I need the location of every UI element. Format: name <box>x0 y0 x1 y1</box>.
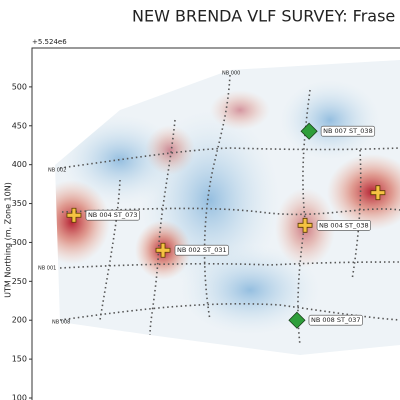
label-box <box>174 244 229 256</box>
chart-title: NEW BRENDA VLF SURVEY: Frase <box>132 7 395 26</box>
point-label: NB 004 ST_073 <box>88 211 138 219</box>
y-tick-label: 150 <box>12 355 27 364</box>
point <box>288 311 306 329</box>
svg-text:NB 002: NB 002 <box>48 168 66 174</box>
svg-text:NB 000: NB 000 <box>222 71 240 77</box>
point <box>370 185 386 201</box>
line-tags: NB 000 NB 002 NB 001 NB 008 <box>38 71 240 326</box>
y-tick-label: 400 <box>12 160 27 169</box>
point-label: NB 002 ST_031 <box>177 246 227 254</box>
station <box>370 185 386 201</box>
svg-text:NB 008: NB 008 <box>52 320 70 326</box>
point-label: NB 007 ST_038 <box>323 127 373 135</box>
y-tick-label: 450 <box>12 121 27 130</box>
label-box <box>85 209 140 221</box>
y-tick-label: 200 <box>12 316 27 325</box>
point-label: NB 004 ST_038 <box>319 221 369 229</box>
y-tick-label: 250 <box>12 277 27 286</box>
y-tick-label: 350 <box>12 199 27 208</box>
station: NB 008 ST_037 <box>288 311 363 329</box>
offset-label: +5.524e6 <box>32 38 67 46</box>
label-box <box>316 220 371 231</box>
label-box <box>320 125 376 137</box>
y-tick-label: 500 <box>12 82 27 91</box>
y-axis-label: UTM Northing (m, Zone 10N) <box>4 182 13 298</box>
point <box>297 217 313 233</box>
point <box>66 207 82 223</box>
station: NB 007 ST_038 <box>300 122 376 140</box>
label-box <box>308 314 363 326</box>
y-tick-label: 100 <box>12 394 27 400</box>
point <box>155 242 171 258</box>
station: NB 002 ST_031 <box>155 242 229 258</box>
point-label: NB 008 ST_037 <box>311 316 361 324</box>
y-tick-label: 300 <box>12 238 27 247</box>
svg-text:NB 001: NB 001 <box>38 266 56 272</box>
point <box>300 122 318 140</box>
station: NB 004 ST_073 <box>66 207 140 223</box>
station: NB 004 ST_038 <box>297 217 371 233</box>
